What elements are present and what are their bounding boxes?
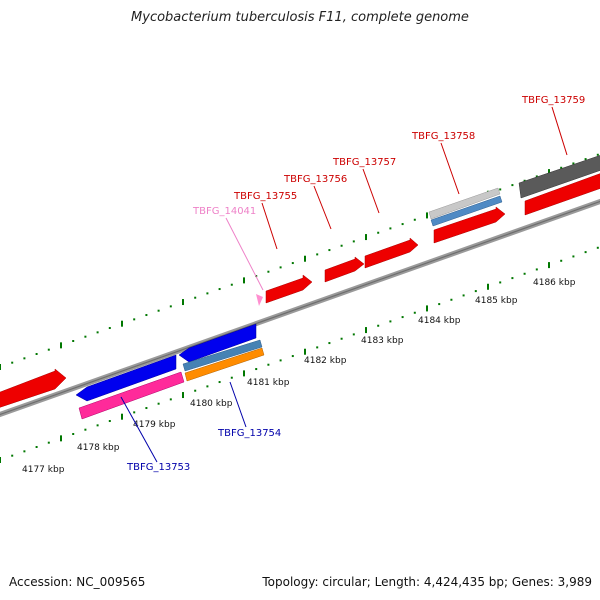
leader-line xyxy=(229,381,247,428)
leader-line xyxy=(313,185,332,230)
leader-line xyxy=(551,106,568,156)
scale-tick-label: 4179 kbp xyxy=(133,420,176,430)
gene-arrow-tbfg-13756[interactable] xyxy=(324,256,365,283)
gene-arrow[interactable] xyxy=(0,368,67,409)
scale-tick-label: 4177 kbp xyxy=(22,465,65,475)
outer-tick-track xyxy=(0,153,599,370)
scale-tick-label: 4184 kbp xyxy=(418,316,461,326)
leader-line xyxy=(440,142,460,195)
gene-label-tbfg-13759[interactable]: TBFG_13759 xyxy=(521,95,585,106)
leader-line xyxy=(120,396,158,463)
gene-arrow-tbfg-13755[interactable] xyxy=(265,274,313,304)
scale-tick-label: 4185 kbp xyxy=(475,296,518,306)
leader-line xyxy=(362,168,380,214)
genome-backbone xyxy=(0,198,600,418)
gene-arrow-tbfg-13754[interactable] xyxy=(178,323,257,363)
gene-label-tbfg-13756[interactable]: TBFG_13756 xyxy=(283,174,347,185)
map-title: Mycobacterium tuberculosis F11, complete… xyxy=(131,10,469,25)
gene-arrow-tbfg-13757[interactable] xyxy=(364,237,419,269)
gene-labels: TBFG_14041 TBFG_13755 TBFG_13756 TBFG_13… xyxy=(120,95,585,473)
gene-label-tbfg-13754[interactable]: TBFG_13754 xyxy=(217,428,281,439)
forward-features xyxy=(0,152,600,409)
misc-feature-orange[interactable] xyxy=(184,347,265,382)
gene-label-tbfg-13753[interactable]: TBFG_13753 xyxy=(126,462,190,473)
scale-tick-label: 4183 kbp xyxy=(361,336,404,346)
reverse-features xyxy=(75,323,265,420)
gene-label-tbfg-13758[interactable]: TBFG_13758 xyxy=(411,131,475,142)
scale-tick-label: 4178 kbp xyxy=(77,443,120,453)
misc-feature-steel-rev[interactable] xyxy=(182,339,263,372)
pseudo-gene-tbfg-14041[interactable] xyxy=(256,294,263,306)
scale-tick-label: 4180 kbp xyxy=(190,399,233,409)
gene-arrow-tbfg-13753[interactable] xyxy=(75,354,177,402)
leader-line xyxy=(261,202,278,250)
scale-tick-label: 4186 kbp xyxy=(533,278,576,288)
gene-label-tbfg-14041[interactable]: TBFG_14041 xyxy=(192,206,256,217)
misc-feature-steel[interactable] xyxy=(430,195,503,227)
gene-arrow-tbfg-13759[interactable] xyxy=(524,170,600,216)
gene-label-tbfg-13757[interactable]: TBFG_13757 xyxy=(332,157,396,168)
scale-tick-label: 4181 kbp xyxy=(247,378,290,388)
accession-text: Accession: NC_009565 xyxy=(9,575,146,589)
misc-feature-grey[interactable] xyxy=(428,187,501,220)
inner-tick-track: 4177 kbp 4178 kbp 4179 kbp 4180 kbp 4181 kbp… xyxy=(0,246,599,475)
gene-label-tbfg-13755[interactable]: TBFG_13755 xyxy=(233,191,297,202)
misc-feature-dark[interactable] xyxy=(518,152,600,199)
misc-feature-pink[interactable] xyxy=(78,371,185,420)
scale-tick-label: 4182 kbp xyxy=(304,356,347,366)
leader-line xyxy=(225,217,264,291)
gene-arrow-tbfg-13758[interactable] xyxy=(433,206,506,244)
genome-summary-text: Topology: circular; Length: 4,424,435 bp… xyxy=(262,575,592,589)
